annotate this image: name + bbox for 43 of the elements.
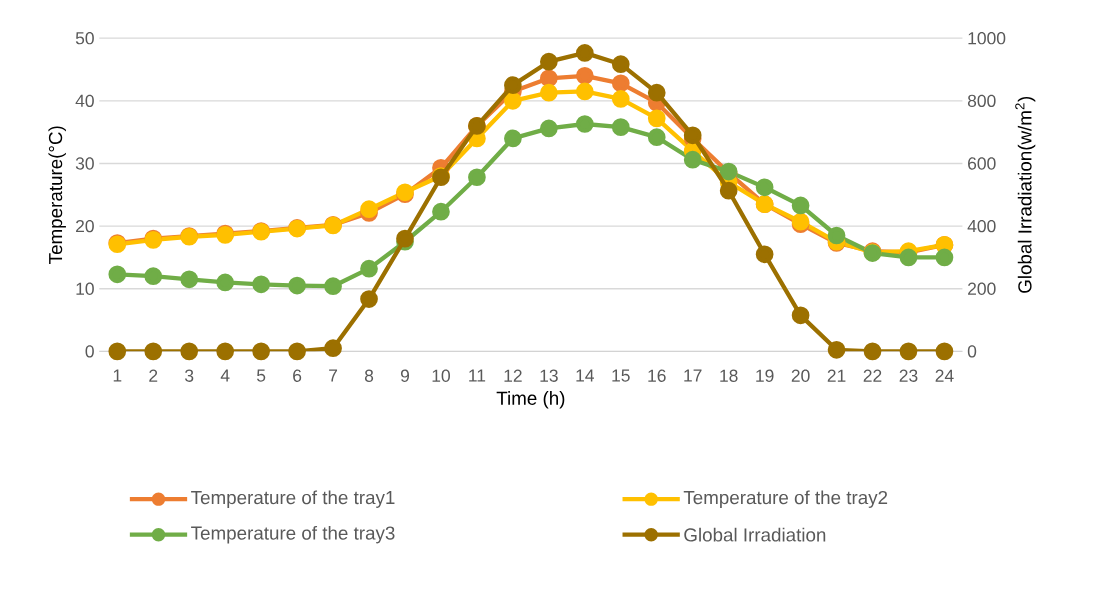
legend-label: Temperature of the tray2	[683, 490, 888, 508]
x-tick-label: 8	[364, 369, 374, 382]
y2-axis-title: Global Irradiation(w/m$^{2}$)	[1015, 96, 1036, 293]
y2-tick-label: 400	[967, 219, 996, 233]
x-tick-label: 15	[612, 369, 630, 382]
x-tick-label: 6	[293, 369, 302, 382]
x-tick-label: 22	[863, 369, 882, 382]
y-tick-label: 50	[75, 32, 94, 45]
x-tick-label: 21	[827, 369, 846, 382]
x-tick-label: 4	[220, 369, 230, 382]
x-tick-label: 9	[400, 369, 410, 382]
x-tick-label: 17	[684, 369, 702, 382]
x-tick-label: 19	[756, 369, 774, 382]
y2-tick-label: 200	[968, 282, 996, 295]
x-tick-label: 11	[469, 369, 486, 382]
x-tick-label: 12	[504, 369, 522, 382]
x-tick-label: 24	[935, 369, 954, 382]
y2-tick-label: 800	[967, 94, 996, 108]
y2-tick-label: 600	[968, 157, 996, 170]
y-tick-label: 20	[76, 219, 94, 233]
x-tick-label: 3	[185, 369, 194, 382]
x-tick-label: 7	[329, 369, 338, 382]
y2-tick-label: 1000	[968, 32, 1006, 45]
x-tick-label: 1	[113, 369, 122, 382]
x-tick-label: 16	[648, 369, 666, 382]
y-axis-title: Temperature(°C)	[48, 126, 66, 264]
y-tick-label: 30	[75, 157, 94, 170]
legend-label: Temperature of the tray3	[191, 525, 395, 544]
legend-label: Global Irradiation	[684, 527, 826, 542]
y2-tick-label: 0	[967, 345, 977, 358]
y-tick-label: 40	[75, 94, 94, 108]
x-tick-label: 10	[432, 369, 450, 382]
x-tick-label: 18	[720, 369, 738, 382]
y-tick-label: 10	[76, 282, 94, 295]
x-tick-label: 20	[791, 369, 810, 382]
x-tick-label: 5	[256, 369, 266, 382]
x-tick-label: 23	[899, 369, 918, 382]
legend-label: Temperature of the tray1	[191, 490, 395, 508]
x-axis-title: Time (h)	[496, 391, 565, 409]
x-tick-label: 2	[149, 369, 158, 382]
x-tick-label: 13	[540, 369, 558, 382]
x-tick-label: 14	[576, 369, 595, 382]
y-tick-label: 0	[85, 345, 94, 358]
